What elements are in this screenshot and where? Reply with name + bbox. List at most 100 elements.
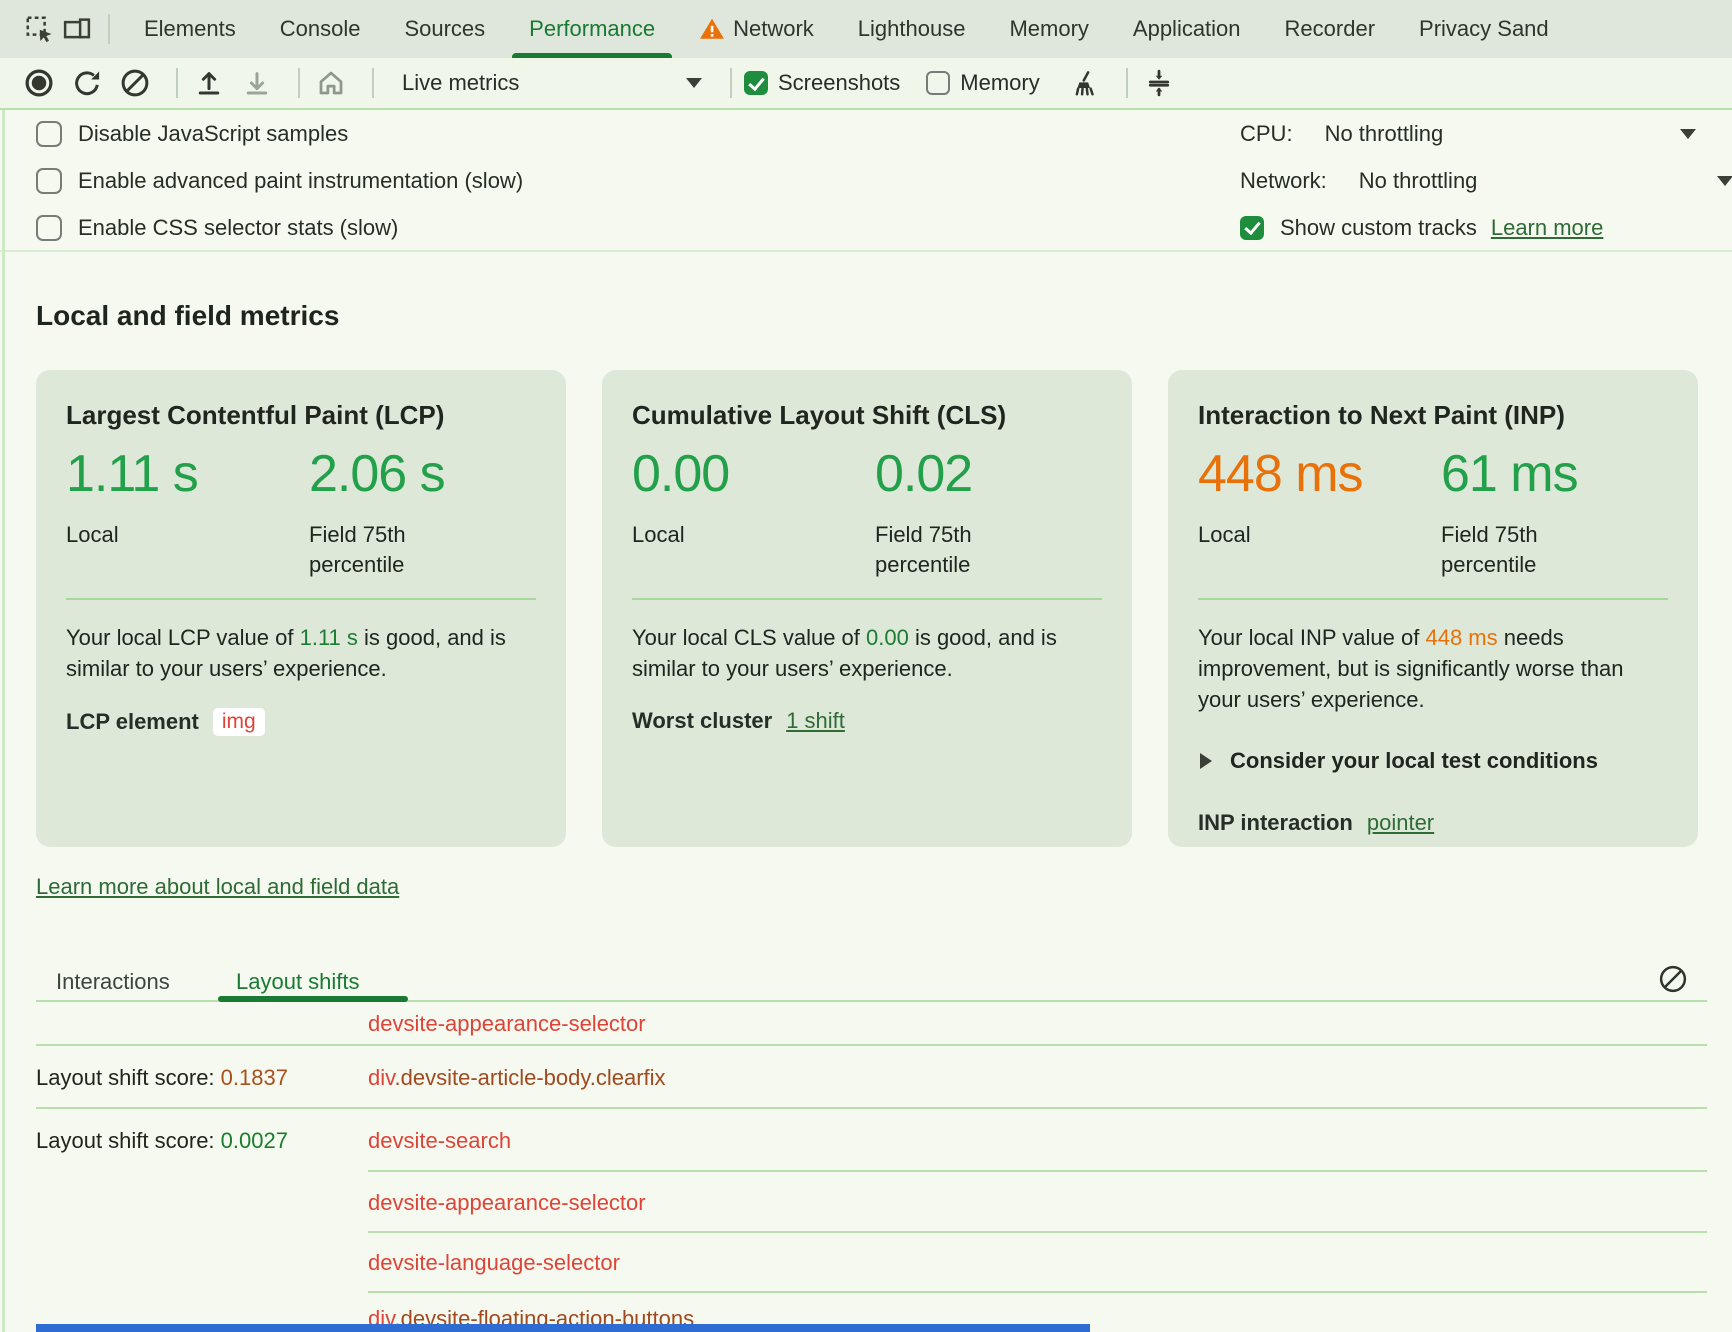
- clear-log-icon[interactable]: [1658, 964, 1688, 994]
- clear-icon[interactable]: [116, 64, 154, 102]
- card-divider: [66, 598, 536, 600]
- target-tag: div: [368, 1065, 395, 1090]
- desc-text: Your local CLS value of: [632, 625, 866, 650]
- layout-shift-row[interactable]: devsite-language-selector: [36, 1233, 1707, 1293]
- section-heading: Local and field metrics: [36, 300, 339, 332]
- setting-css-selector-stats: Enable CSS selector stats (slow): [36, 204, 398, 251]
- inspect-element-icon[interactable]: [20, 10, 58, 48]
- toolbar-separator: [298, 68, 300, 98]
- disable-js-samples-label: Disable JavaScript samples: [78, 121, 348, 147]
- inp-interaction-label: INP interaction: [1198, 810, 1353, 836]
- css-selector-stats-checkbox[interactable]: [36, 215, 62, 241]
- network-throttling-row: Network: No throttling: [1240, 157, 1732, 204]
- lcp-element-chip[interactable]: img: [213, 708, 265, 736]
- learn-more-field-data-link[interactable]: Learn more about local and field data: [36, 874, 399, 900]
- save-profile-icon[interactable]: [190, 64, 228, 102]
- tab-interactions[interactable]: Interactions: [56, 962, 170, 1002]
- collapse-panel-icon[interactable]: [1140, 64, 1178, 102]
- lcp-card-title: Largest Contentful Paint (LCP): [66, 400, 444, 431]
- devtools-performance-panel: Elements Console Sources Performance Net…: [0, 0, 1732, 1332]
- warning-icon: [699, 16, 725, 42]
- card-divider: [1198, 598, 1668, 600]
- live-metrics-select[interactable]: Live metrics: [392, 63, 712, 103]
- shift-target-link[interactable]: devsite-appearance-selector: [368, 1190, 646, 1216]
- cls-description: Your local CLS value of 0.00 is good, an…: [632, 622, 1106, 684]
- worst-cluster-label: Worst cluster: [632, 708, 772, 734]
- cls-field-value: 0.02: [875, 444, 972, 504]
- tab-label: Application: [1133, 16, 1241, 42]
- tab-privacy-sandbox[interactable]: Privacy Sand: [1397, 0, 1571, 58]
- memory-label: Memory: [960, 70, 1039, 96]
- layout-shift-row[interactable]: devsite-appearance-selector: [36, 1172, 1707, 1233]
- lcp-description: Your local LCP value of 1.11 s is good, …: [66, 622, 540, 684]
- expand-triangle-icon: [1198, 752, 1214, 770]
- shift-target-link[interactable]: devsite-appearance-selector: [368, 1011, 646, 1037]
- desc-text: Your local LCP value of: [66, 625, 300, 650]
- shift-target-link[interactable]: div.devsite-article-body.clearfix: [368, 1065, 666, 1091]
- cls-field-label: Field 75th percentile: [875, 520, 1035, 580]
- desc-text: Your local INP value of: [1198, 625, 1425, 650]
- disable-js-samples-checkbox[interactable]: [36, 121, 62, 147]
- target-classes: .devsite-article-body.clearfix: [395, 1065, 666, 1090]
- shift-target-link[interactable]: devsite-search: [368, 1128, 511, 1154]
- setting-disable-js-samples: Disable JavaScript samples: [36, 110, 348, 157]
- tab-label: Privacy Sand: [1419, 16, 1549, 42]
- tab-label: Lighthouse: [858, 16, 966, 42]
- desc-value: 1.11 s: [300, 625, 358, 650]
- layout-shift-row[interactable]: Layout shift score: 0.1837 div.devsite-a…: [36, 1046, 1707, 1109]
- lcp-footer: LCP element img: [66, 708, 265, 736]
- memory-checkbox[interactable]: [926, 71, 950, 95]
- tab-network[interactable]: Network: [677, 0, 836, 58]
- score-label: Layout shift score:: [36, 1065, 221, 1090]
- tab-label: Elements: [144, 16, 236, 42]
- tabbar-icons: [0, 10, 96, 48]
- inp-local-value: 448 ms: [1198, 444, 1363, 504]
- gc-broom-icon[interactable]: [1066, 64, 1104, 102]
- tab-lighthouse[interactable]: Lighthouse: [836, 0, 988, 58]
- record-and-reload-icon[interactable]: [68, 64, 106, 102]
- inp-card-title: Interaction to Next Paint (INP): [1198, 400, 1565, 431]
- worst-cluster-link[interactable]: 1 shift: [786, 708, 845, 734]
- show-custom-tracks-checkbox[interactable]: [1240, 216, 1264, 240]
- tab-performance[interactable]: Performance: [507, 0, 677, 58]
- local-test-conditions-expander[interactable]: Consider your local test conditions: [1198, 748, 1598, 774]
- lcp-local-value: 1.11 s: [66, 444, 198, 504]
- record-icon[interactable]: [20, 64, 58, 102]
- devtools-tabbar: Elements Console Sources Performance Net…: [0, 0, 1732, 58]
- tab-sources[interactable]: Sources: [382, 0, 507, 58]
- metric-cards: Largest Contentful Paint (LCP) 1.11 s 2.…: [36, 370, 1698, 847]
- chevron-down-icon: [1680, 129, 1696, 139]
- score-label: Layout shift score:: [36, 1128, 221, 1153]
- network-throttling-select[interactable]: No throttling: [1359, 168, 1478, 194]
- score-value: 0.0027: [221, 1128, 288, 1153]
- lcp-field-label: Field 75th percentile: [309, 520, 469, 580]
- advanced-paint-checkbox[interactable]: [36, 168, 62, 194]
- device-toolbar-icon[interactable]: [58, 10, 96, 48]
- toolbar-separator: [1126, 68, 1128, 98]
- tab-application[interactable]: Application: [1111, 0, 1263, 58]
- tab-elements[interactable]: Elements: [122, 0, 258, 58]
- setting-advanced-paint: Enable advanced paint instrumentation (s…: [36, 157, 523, 204]
- tab-memory[interactable]: Memory: [987, 0, 1110, 58]
- shift-target-link[interactable]: devsite-language-selector: [368, 1250, 620, 1276]
- layout-shift-row[interactable]: devsite-appearance-selector: [36, 1002, 1707, 1046]
- chevron-down-icon: [1717, 176, 1732, 186]
- selection-highlight-bar: [36, 1324, 1090, 1332]
- tab-label: Recorder: [1285, 16, 1375, 42]
- inp-interaction-link[interactable]: pointer: [1367, 810, 1434, 836]
- custom-tracks-learn-more-link[interactable]: Learn more: [1491, 215, 1604, 241]
- cls-local-label: Local: [632, 520, 685, 550]
- load-profile-icon[interactable]: [238, 64, 276, 102]
- score-value: 0.1837: [221, 1065, 288, 1090]
- cls-local-value: 0.00: [632, 444, 729, 504]
- layout-shift-row[interactable]: Layout shift score: 0.0027 devsite-searc…: [36, 1109, 1707, 1172]
- cls-card: Cumulative Layout Shift (CLS) 0.00 0.02 …: [602, 370, 1132, 847]
- inp-footer: INP interaction pointer: [1198, 810, 1434, 836]
- tab-recorder[interactable]: Recorder: [1263, 0, 1397, 58]
- cpu-throttling-select[interactable]: No throttling: [1325, 121, 1444, 147]
- home-icon[interactable]: [312, 64, 350, 102]
- lcp-element-label: LCP element: [66, 709, 199, 735]
- card-divider: [632, 598, 1102, 600]
- tab-console[interactable]: Console: [258, 0, 383, 58]
- screenshots-checkbox[interactable]: [744, 71, 768, 95]
